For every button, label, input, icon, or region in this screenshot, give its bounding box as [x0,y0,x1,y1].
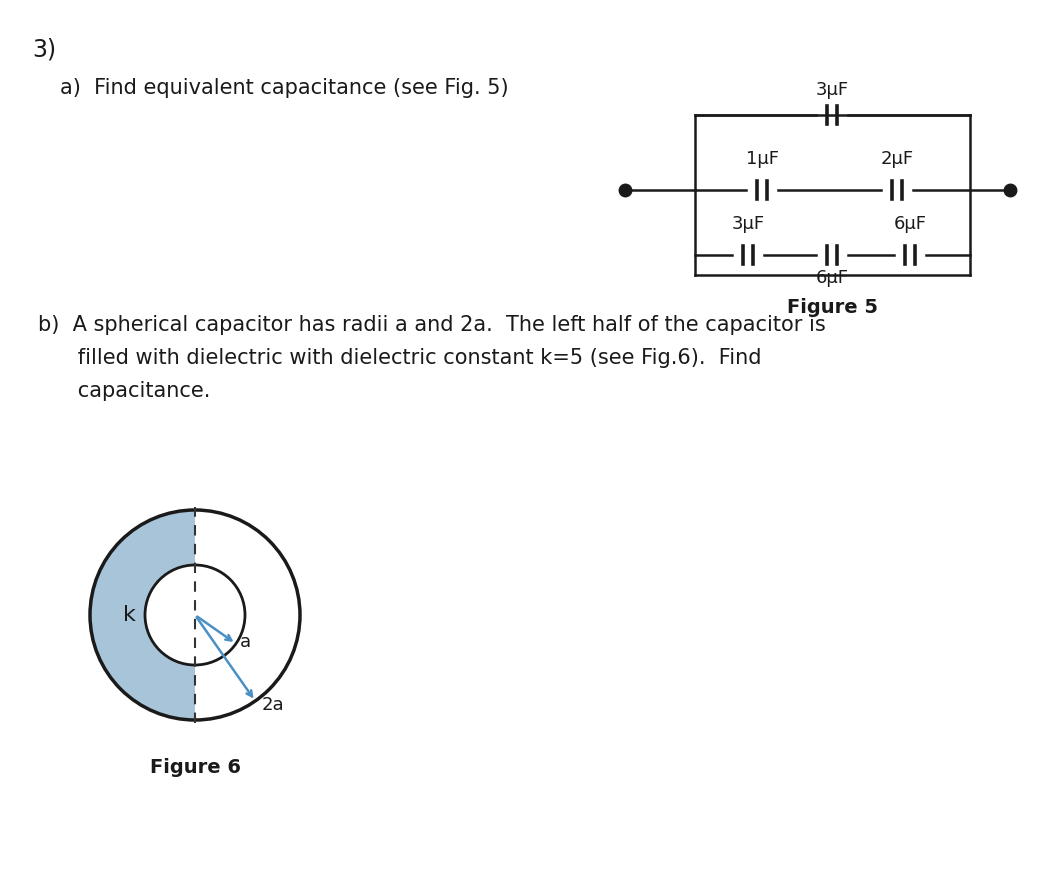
Wedge shape [90,510,195,720]
Text: 6μF: 6μF [815,269,848,287]
Text: 1μF: 1μF [745,150,778,168]
Text: b)  A spherical capacitor has radii a and 2a.  The left half of the capacitor is: b) A spherical capacitor has radii a and… [38,315,826,335]
Text: a: a [240,633,251,651]
Text: 3μF: 3μF [815,81,849,99]
Text: capacitance.: capacitance. [38,381,210,401]
Text: Figure 6: Figure 6 [149,758,241,777]
Wedge shape [145,565,195,665]
Text: 6μF: 6μF [894,215,926,233]
Text: Figure 5: Figure 5 [787,298,878,317]
Text: 2μF: 2μF [881,150,914,168]
Text: a)  Find equivalent capacitance (see Fig. 5): a) Find equivalent capacitance (see Fig.… [60,78,509,98]
Text: filled with dielectric with dielectric constant k=5 (see Fig.6).  Find: filled with dielectric with dielectric c… [38,348,761,368]
Text: 3μF: 3μF [731,215,764,233]
Text: 3): 3) [32,38,56,62]
Text: k: k [123,605,137,625]
Text: 2a: 2a [261,696,284,714]
